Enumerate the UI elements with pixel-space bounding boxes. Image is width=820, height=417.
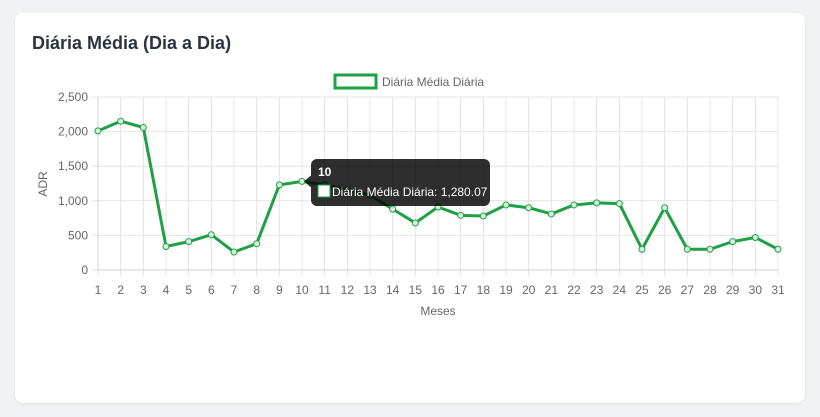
tooltip-title: 10 [318,165,332,179]
x-tick-label: 25 [635,283,649,297]
x-tick-label: 9 [276,283,283,297]
legend-label: Diária Média Diária [382,75,484,89]
data-point[interactable] [615,200,623,208]
x-tick-label: 22 [567,283,581,297]
x-tick-label: 26 [658,283,672,297]
data-point[interactable] [94,127,102,135]
x-tick-label: 3 [140,283,147,297]
x-tick-label: 24 [613,283,627,297]
x-tick-label: 7 [231,283,238,297]
x-tick-label: 5 [185,283,192,297]
x-tick-label: 30 [749,283,763,297]
data-point[interactable] [411,219,419,227]
x-axis-title: Meses [420,304,455,318]
tooltip-caret [304,175,311,188]
data-point[interactable] [479,212,487,220]
chart-legend[interactable]: Diária Média Diária [333,73,484,90]
data-point[interactable] [547,210,555,218]
x-tick-label: 19 [499,283,513,297]
data-point[interactable] [729,238,737,246]
x-tick-label: 16 [431,283,445,297]
data-point[interactable] [706,245,714,253]
y-tick-label: 2,000 [58,125,88,139]
y-axis-title: ADR [36,171,50,197]
x-tick-label: 11 [318,283,331,297]
y-tick-label: 1,500 [58,159,88,173]
x-tick-label: 12 [341,283,355,297]
data-point[interactable] [502,201,510,209]
x-tick-label: 14 [386,283,400,297]
chart-card: Diária Média (Dia a Dia) [15,13,805,403]
data-point[interactable] [683,245,691,253]
card-title: Diária Média (Dia a Dia) [32,33,232,53]
data-point[interactable] [275,181,283,189]
x-tick-label: 4 [163,283,170,297]
tooltip-body: Diária Média Diária: 1,280.07 [332,185,488,199]
x-tick-label: 29 [726,283,740,297]
data-point[interactable] [457,211,465,219]
data-point[interactable] [162,242,170,250]
x-tick-label: 20 [522,283,536,297]
data-point[interactable] [774,245,782,253]
data-point[interactable] [638,245,646,253]
x-tick-label: 15 [409,283,423,297]
tooltip-swatch [317,184,331,198]
y-tick-label: 2,500 [58,90,88,104]
data-point[interactable] [253,240,261,248]
x-tick-label: 1 [95,283,102,297]
x-tick-label: 27 [681,283,695,297]
x-tick-label: 13 [363,283,377,297]
x-tick-label: 18 [477,283,491,297]
tooltip-box [311,159,490,206]
legend-swatch [333,73,378,90]
x-tick-label: 2 [117,283,124,297]
data-point[interactable] [570,201,578,209]
y-tick-label: 1,000 [58,194,88,208]
y-tick-label: 500 [68,228,88,242]
data-point[interactable] [139,123,147,131]
x-tick-label: 17 [454,283,468,297]
x-tick-label: 8 [253,283,260,297]
data-point[interactable] [117,117,125,125]
x-tick-label: 6 [208,283,215,297]
data-point[interactable] [230,248,238,256]
data-point[interactable] [525,204,533,212]
x-tick-label: 23 [590,283,604,297]
data-point[interactable] [593,199,601,207]
data-point[interactable] [185,238,193,246]
x-tick-label: 21 [545,283,559,297]
x-tick-label: 28 [703,283,717,297]
data-point[interactable] [661,204,669,212]
data-point[interactable] [207,231,215,239]
y-tick-label: 0 [81,263,88,277]
data-point[interactable] [751,233,759,241]
x-tick-label: 31 [771,283,785,297]
x-tick-label: 10 [295,283,309,297]
data-point[interactable] [389,205,397,213]
